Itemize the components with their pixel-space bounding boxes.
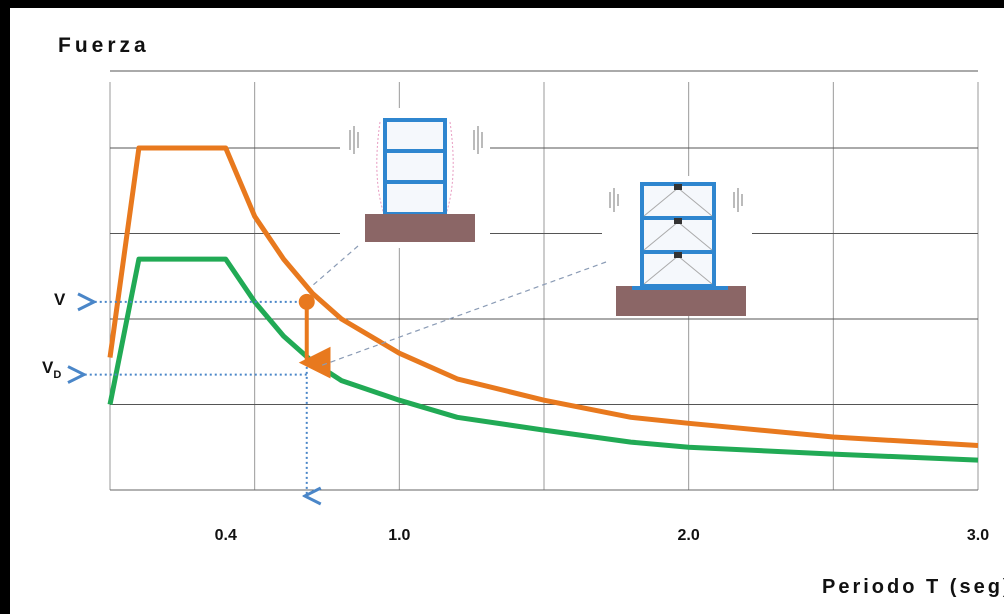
x-tick-label: 0.4 [215,527,237,544]
green-spectrum-line [107,256,979,463]
vd-label-main: V [42,358,54,377]
guide-lines [82,293,331,496]
x-tick-labels: 0.4 1.0 2.0 3.0 [215,527,990,544]
vd-label-sub: D [53,369,61,381]
x-tick-label: 2.0 [678,527,700,544]
pointer-line-fixed [311,245,359,287]
series-lines [107,145,979,463]
v-point-marker [298,293,315,310]
fixed-base-building-icon [340,108,490,248]
pointer-line-isolated [319,261,607,367]
spectrum-chart: Fuerza Periodo T (seg) 0.4 1.0 2.0 3.0 V VD [42,34,1004,598]
v-label: V [54,290,66,309]
chart-frame: Fuerza Periodo T (seg) 0.4 1.0 2.0 3.0 V VD [10,8,1004,614]
x-axis-title: Periodo T (seg) [822,576,1004,598]
orange-spectrum-line [107,145,979,448]
frame-border-left [0,0,10,614]
x-tick-label: 1.0 [388,527,410,544]
frame-border-top [0,0,1004,8]
x-tick-label: 3.0 [967,527,989,544]
isolated-base-building-icon [602,176,752,316]
y-axis-title: Fuerza [58,34,150,57]
vd-label: VD [42,358,61,381]
